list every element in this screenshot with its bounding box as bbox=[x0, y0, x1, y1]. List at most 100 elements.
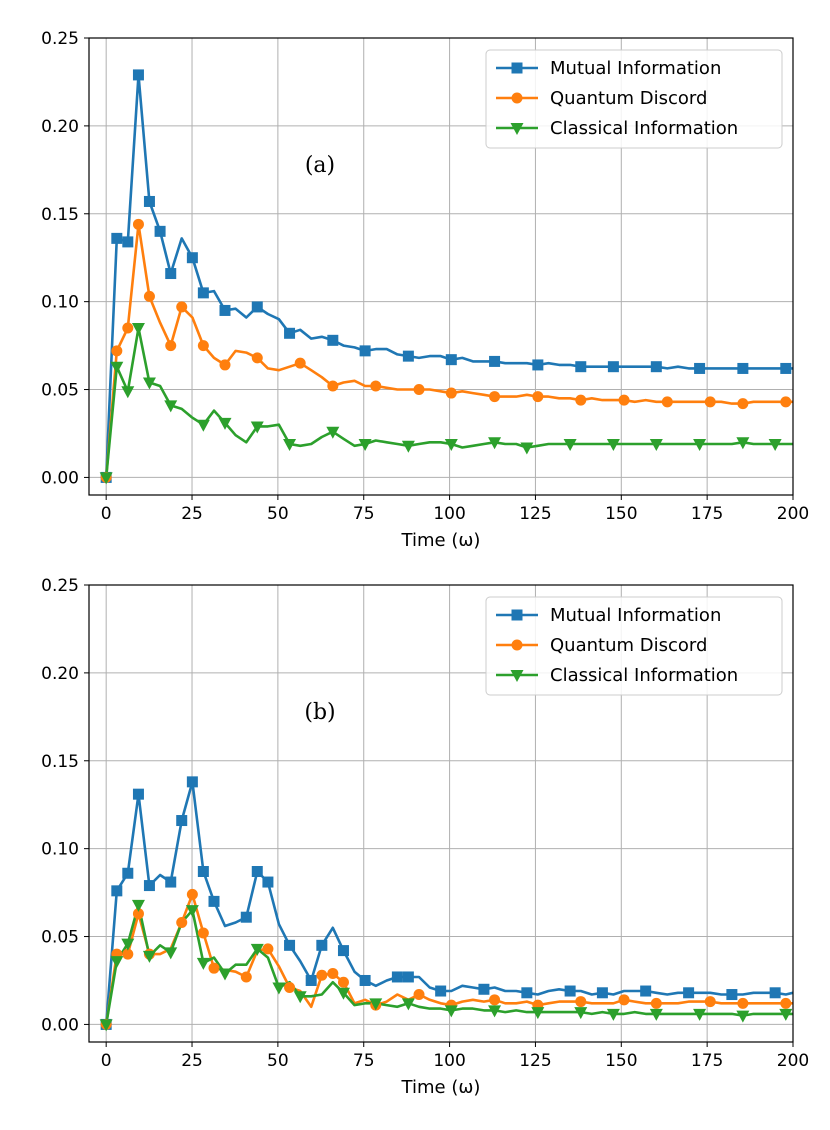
quantum-discord-marker bbox=[575, 996, 587, 1008]
y-tick-label: 0.05 bbox=[41, 928, 79, 948]
x-tick-label: 50 bbox=[267, 1051, 289, 1071]
quantum-discord-marker bbox=[737, 997, 749, 1009]
mutual-information-marker bbox=[240, 911, 252, 923]
classical-information-marker bbox=[563, 439, 577, 452]
quantum-discord-marker bbox=[197, 927, 209, 939]
mutual-information-marker bbox=[391, 971, 403, 983]
mutual-information-marker bbox=[596, 987, 608, 999]
x-tick-label: 0 bbox=[101, 504, 112, 524]
mutual-information-marker bbox=[251, 866, 263, 878]
x-axis-label: Time (ω) bbox=[401, 530, 481, 551]
classical-information-marker bbox=[649, 439, 663, 452]
mutual-information-line bbox=[104, 780, 793, 1025]
mutual-information-marker bbox=[575, 361, 587, 373]
quantum-discord-marker bbox=[251, 352, 263, 364]
mutual-information-marker bbox=[262, 876, 274, 888]
chart-panel-a: 0 25 50 75 100 125 150 175 200 0.00 0.05 0.10 0.15 0.… bbox=[41, 29, 809, 551]
mutual-information-marker bbox=[780, 362, 792, 374]
quantum-discord-legend-label: Quantum Discord bbox=[550, 635, 707, 656]
quantum-discord-marker bbox=[532, 391, 544, 403]
quantum-discord-marker bbox=[240, 971, 252, 983]
classical-information-legend-label: Classical Information bbox=[550, 118, 738, 139]
mutual-information-marker bbox=[694, 362, 706, 374]
mutual-information-marker bbox=[186, 776, 198, 788]
x-tick-label: 0 bbox=[101, 1051, 112, 1071]
mutual-information-marker bbox=[337, 945, 349, 957]
quantum-discord-marker bbox=[122, 948, 134, 960]
classical-information-marker bbox=[768, 439, 782, 452]
classical-information-marker bbox=[110, 361, 124, 374]
quantum-discord-marker bbox=[197, 340, 209, 352]
quantum-discord-marker bbox=[284, 982, 296, 994]
y-tick-label: 0.10 bbox=[41, 840, 79, 860]
classical-information-marker bbox=[606, 439, 620, 452]
x-tick-label: 50 bbox=[267, 504, 289, 524]
series-group bbox=[99, 776, 793, 1032]
y-tick-label: 0.10 bbox=[41, 293, 79, 313]
quantum-discord-marker bbox=[111, 345, 123, 357]
legend: Mutual Information Quantum Discord Classic… bbox=[485, 596, 783, 696]
y-tick-label: 0.15 bbox=[41, 752, 79, 772]
mutual-information-marker bbox=[305, 974, 317, 986]
classical-information-marker bbox=[326, 426, 340, 439]
classical-information-marker bbox=[293, 991, 307, 1004]
quantum-discord-marker bbox=[445, 387, 457, 399]
quantum-discord-legend-marker bbox=[511, 639, 523, 651]
quantum-discord-marker bbox=[165, 340, 177, 352]
quantum-discord-marker bbox=[780, 997, 792, 1009]
mutual-information-marker bbox=[197, 866, 209, 878]
mutual-information-marker bbox=[165, 876, 177, 888]
classical-information-marker bbox=[649, 1008, 663, 1021]
x-tick-label: 25 bbox=[181, 504, 203, 524]
mutual-information-marker bbox=[726, 989, 738, 1001]
panel-label: (a) bbox=[305, 153, 335, 178]
mutual-information-marker bbox=[478, 983, 490, 995]
quantum-discord-marker bbox=[370, 380, 382, 392]
mutual-information-marker bbox=[683, 987, 695, 999]
classical-information-marker bbox=[574, 1007, 588, 1020]
y-tick-label: 0.20 bbox=[41, 117, 79, 137]
quantum-discord-marker bbox=[208, 962, 220, 974]
mutual-information-marker bbox=[197, 287, 209, 299]
x-axis-label: Time (ω) bbox=[401, 1077, 481, 1098]
quantum-discord-marker bbox=[489, 994, 501, 1006]
classical-information-marker bbox=[99, 472, 113, 485]
quantum-discord-marker bbox=[618, 994, 630, 1006]
quantum-discord-marker bbox=[413, 384, 425, 396]
classical-information-marker bbox=[736, 437, 750, 450]
quantum-discord-marker bbox=[737, 398, 749, 410]
mutual-information-marker bbox=[132, 69, 144, 81]
classical-information-marker bbox=[401, 998, 415, 1011]
mutual-information-marker bbox=[154, 225, 166, 237]
x-tick-label: 100 bbox=[433, 504, 465, 524]
x-tick-label: 150 bbox=[605, 1051, 637, 1071]
classical-information-marker bbox=[142, 377, 156, 390]
x-tick-label: 175 bbox=[691, 1051, 723, 1071]
mutual-information-marker bbox=[186, 252, 198, 264]
mutual-information-marker bbox=[143, 880, 155, 892]
chart-panel-b: 0 25 50 75 100 125 150 175 200 0.00 0.05 0.10 0.15 0.… bbox=[41, 576, 809, 1098]
y-tick-label: 0.00 bbox=[41, 1015, 79, 1035]
y-tick-label: 0.25 bbox=[41, 29, 79, 49]
legend-box bbox=[485, 596, 783, 696]
mutual-information-marker bbox=[650, 361, 662, 373]
quantum-discord-marker bbox=[337, 976, 349, 988]
quantum-discord-marker bbox=[132, 218, 144, 230]
x-tick-label: 125 bbox=[519, 504, 551, 524]
mutual-information-legend-marker bbox=[511, 62, 523, 74]
classical-information-marker bbox=[736, 1010, 750, 1023]
classical-information-marker bbox=[250, 943, 264, 956]
classical-information-marker bbox=[131, 323, 145, 336]
quantum-discord-marker bbox=[327, 967, 339, 979]
x-tick-label: 175 bbox=[691, 504, 723, 524]
mutual-information-marker bbox=[359, 974, 371, 986]
x-tick-label: 125 bbox=[519, 1051, 551, 1071]
y-tick-label: 0.00 bbox=[41, 468, 79, 488]
panel-label: (b) bbox=[304, 700, 335, 725]
mutual-information-marker bbox=[122, 867, 134, 879]
classical-information-marker bbox=[121, 938, 135, 951]
quantum-discord-marker bbox=[294, 357, 306, 369]
quantum-discord-legend-marker bbox=[511, 92, 523, 104]
mutual-information-marker bbox=[122, 236, 134, 248]
